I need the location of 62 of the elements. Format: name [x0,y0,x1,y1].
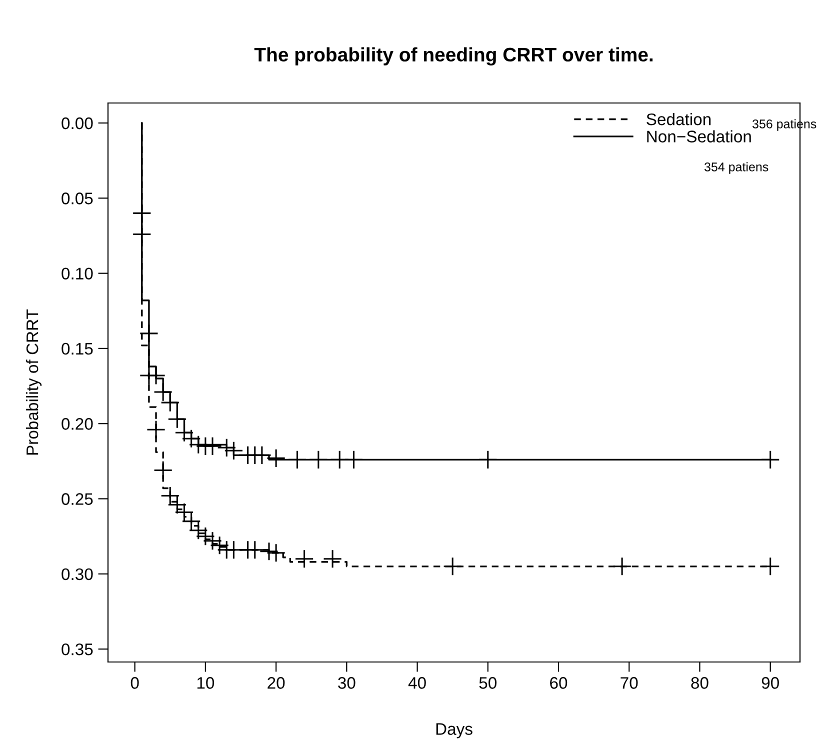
point [217,438,236,458]
point [478,450,498,470]
point [202,436,222,456]
y-tick-label: 0.25 [62,493,93,505]
point [760,556,780,576]
y-tick-label: 0.15 [62,342,93,355]
point [443,556,462,576]
point [294,549,314,568]
point [154,382,173,402]
y-tick-label: 0.10 [62,268,93,280]
point [344,450,364,470]
point [612,556,632,576]
point [188,435,208,454]
point [146,366,166,386]
point [760,450,780,470]
y-tick-label: 0.35 [62,643,93,656]
point [154,460,173,480]
annotation: 354 patiens [704,162,768,174]
point [224,441,244,460]
x-tick-label: 80 [691,677,708,689]
x-tick-label: 10 [197,677,214,689]
point [146,420,166,440]
point [182,512,201,531]
point [139,324,159,343]
point [160,393,180,412]
legend-label: Non−Sedation [647,130,751,142]
point [245,540,264,560]
y-axis-title: Probability of CRRT [26,309,42,455]
point [132,204,152,223]
point [160,486,180,506]
chart-title: The probability of needing CRRT over time. [254,47,653,66]
point [252,446,272,465]
x-tick-label: 20 [268,677,285,689]
point [202,531,222,550]
point [266,543,286,562]
x-tick-label: 0 [130,677,139,689]
y-tick-label: 0.30 [62,568,93,580]
x-axis-title: Days [436,723,472,738]
point [168,410,187,429]
y-tick-label: 0.20 [62,418,93,430]
point [174,423,194,442]
legend-label: Sedation [646,113,711,126]
point [210,536,230,555]
point [132,224,152,244]
x-tick-label: 60 [550,677,568,689]
point [188,520,208,540]
x-tick-label: 40 [408,677,426,689]
y-tick-label: 0.00 [62,117,93,130]
x-tick-label: 30 [338,677,356,689]
point [288,450,307,470]
point [182,429,201,448]
x-tick-label: 70 [620,677,638,689]
point [196,526,215,546]
point [168,495,187,514]
y-tick-label: 0.05 [62,192,93,204]
point [323,549,342,568]
point [174,502,194,522]
point [266,448,286,468]
point [308,450,328,470]
point [259,542,279,561]
x-tick-label: 50 [479,677,497,689]
x-tick-label: 90 [762,677,779,689]
